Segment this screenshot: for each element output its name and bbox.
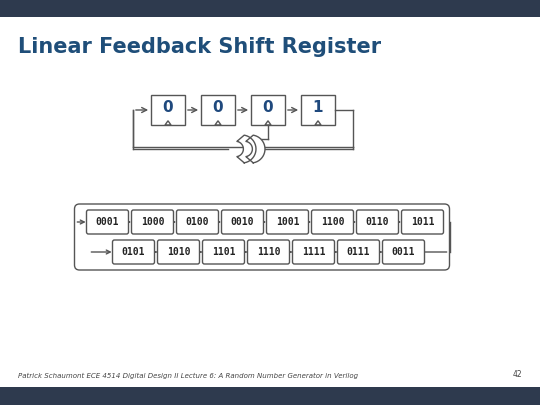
FancyBboxPatch shape (86, 210, 129, 234)
FancyBboxPatch shape (202, 240, 245, 264)
Text: 0111: 0111 (347, 247, 370, 257)
Text: 0110: 0110 (366, 217, 389, 227)
FancyBboxPatch shape (132, 210, 173, 234)
Text: 1000: 1000 (141, 217, 164, 227)
Text: 0101: 0101 (122, 247, 145, 257)
Text: 1100: 1100 (321, 217, 345, 227)
FancyBboxPatch shape (267, 210, 308, 234)
FancyBboxPatch shape (158, 240, 199, 264)
Text: 1001: 1001 (276, 217, 299, 227)
Text: 42: 42 (512, 370, 522, 379)
Text: 0: 0 (213, 100, 224, 115)
Polygon shape (237, 135, 256, 163)
FancyBboxPatch shape (382, 240, 424, 264)
Polygon shape (246, 135, 265, 163)
FancyBboxPatch shape (356, 210, 399, 234)
Text: 1101: 1101 (212, 247, 235, 257)
Text: 0001: 0001 (96, 217, 119, 227)
FancyBboxPatch shape (402, 210, 443, 234)
Text: Patrick Schaumont ECE 4514 Digital Design II Lecture 6: A Random Number Generato: Patrick Schaumont ECE 4514 Digital Desig… (18, 373, 358, 379)
Text: 1011: 1011 (411, 217, 434, 227)
FancyBboxPatch shape (247, 240, 289, 264)
FancyBboxPatch shape (312, 210, 354, 234)
Text: 0: 0 (163, 100, 173, 115)
Text: 1010: 1010 (167, 247, 190, 257)
FancyBboxPatch shape (151, 95, 185, 125)
FancyBboxPatch shape (301, 95, 335, 125)
FancyBboxPatch shape (112, 240, 154, 264)
Text: 0100: 0100 (186, 217, 210, 227)
FancyBboxPatch shape (0, 17, 540, 387)
Text: Linear Feedback Shift Register: Linear Feedback Shift Register (18, 37, 381, 57)
FancyBboxPatch shape (221, 210, 264, 234)
FancyBboxPatch shape (251, 95, 285, 125)
Text: 0010: 0010 (231, 217, 254, 227)
FancyBboxPatch shape (177, 210, 219, 234)
Text: 0011: 0011 (392, 247, 415, 257)
FancyBboxPatch shape (201, 95, 235, 125)
Text: 1: 1 (313, 100, 323, 115)
FancyBboxPatch shape (338, 240, 380, 264)
Text: 0: 0 (262, 100, 273, 115)
Text: 1110: 1110 (256, 247, 280, 257)
Text: 1111: 1111 (302, 247, 325, 257)
FancyBboxPatch shape (293, 240, 334, 264)
